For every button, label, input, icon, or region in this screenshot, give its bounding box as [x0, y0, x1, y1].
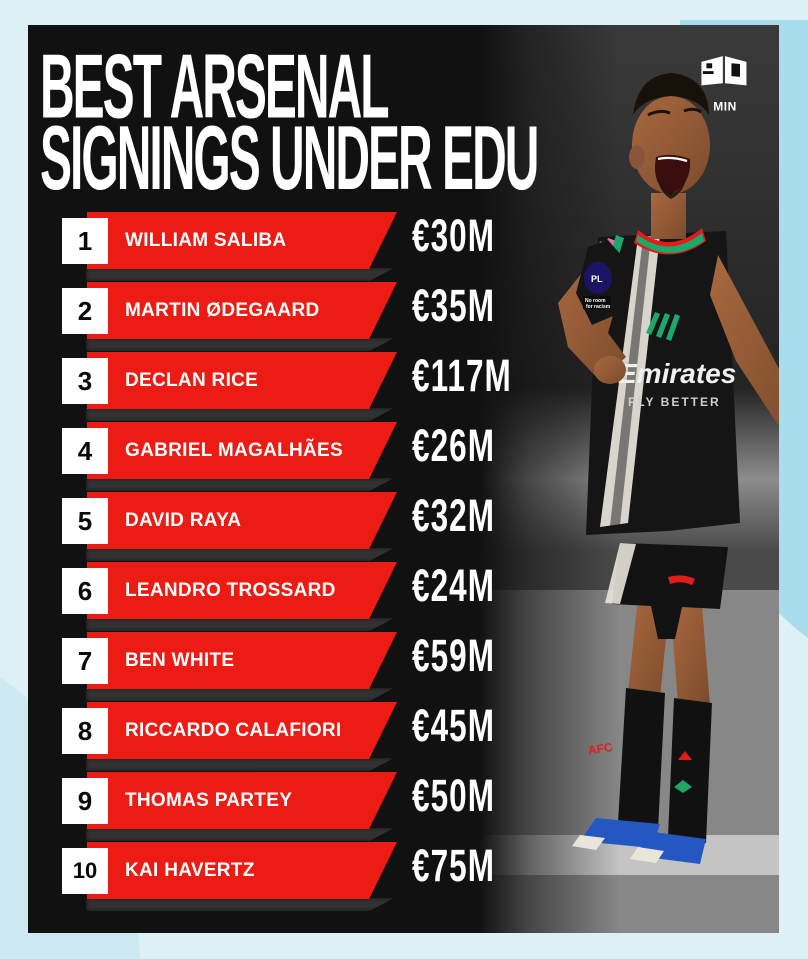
svg-text:FLY BETTER: FLY BETTER	[628, 395, 721, 409]
svg-text:Emirates: Emirates	[618, 358, 736, 389]
